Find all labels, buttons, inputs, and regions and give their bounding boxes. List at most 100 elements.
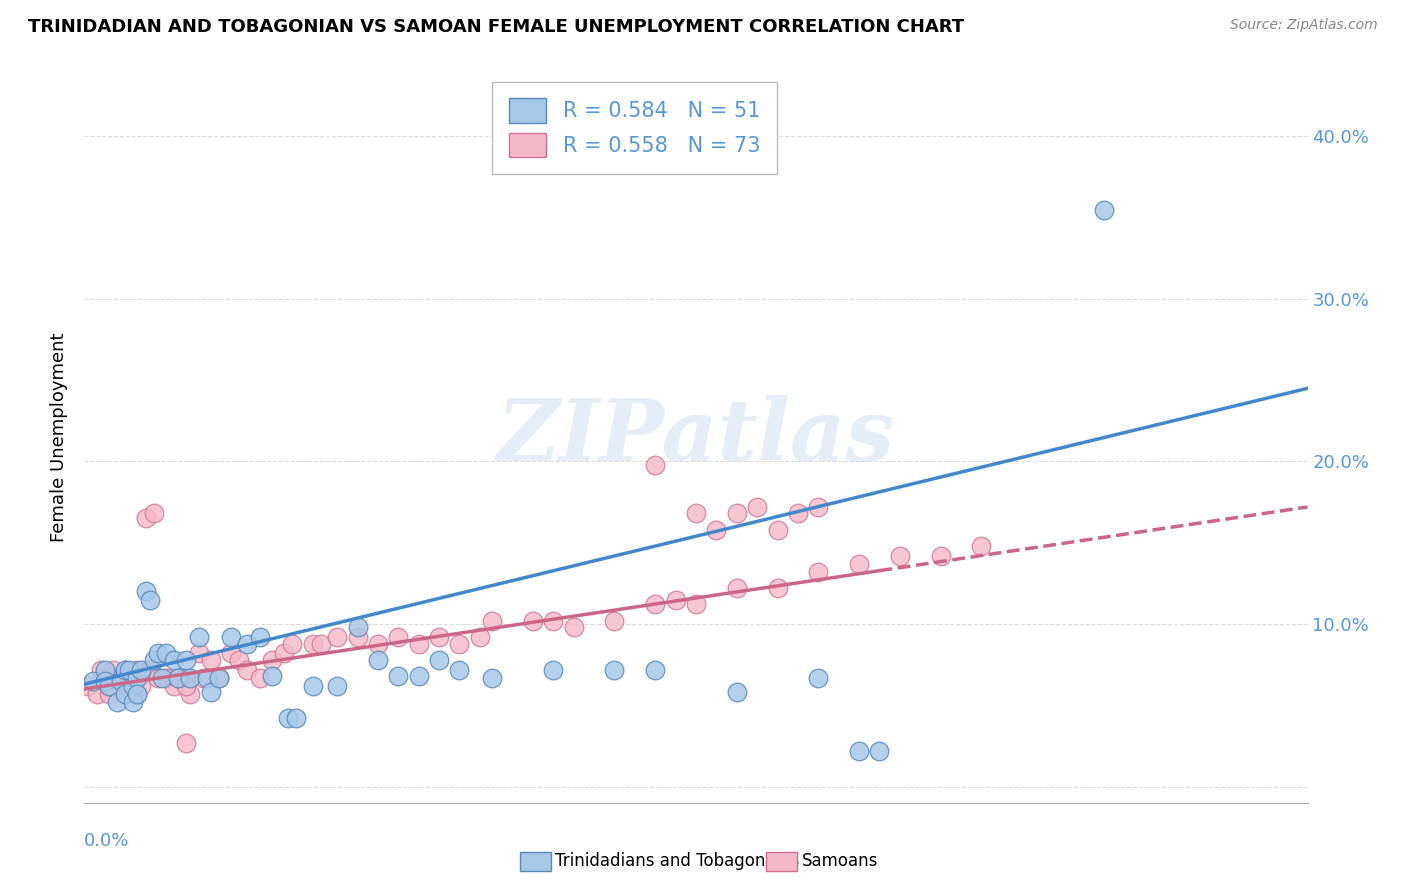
Point [142, 507, 165, 521]
Y-axis label: Female Unemployment: Female Unemployment [49, 333, 67, 541]
Point [807, 565, 830, 579]
Point [408, 669, 430, 683]
Point [174, 671, 197, 685]
Point [122, 695, 145, 709]
Text: ZIPatlas: ZIPatlas [496, 395, 896, 479]
Point [929, 549, 952, 563]
Point [110, 673, 132, 688]
Point [167, 671, 190, 685]
Point [543, 614, 565, 628]
Point [522, 614, 544, 628]
Point [326, 630, 349, 644]
Point [408, 636, 430, 650]
Point [367, 653, 389, 667]
Point [163, 679, 186, 693]
Point [644, 458, 666, 472]
Point [273, 646, 295, 660]
Point [281, 636, 304, 650]
Point [101, 663, 124, 677]
Point [970, 539, 993, 553]
Point [236, 636, 259, 650]
Point [685, 507, 707, 521]
Point [138, 592, 160, 607]
Point [889, 549, 911, 563]
Point [86, 687, 108, 701]
Point [135, 584, 157, 599]
Point [179, 687, 201, 701]
Point [167, 671, 190, 685]
Point [93, 671, 115, 685]
Point [200, 685, 222, 699]
Point [326, 679, 349, 693]
Point [82, 673, 104, 688]
Text: Source: ZipAtlas.com: Source: ZipAtlas.com [1230, 18, 1378, 32]
Point [367, 636, 389, 650]
Point [387, 630, 409, 644]
Point [110, 679, 132, 693]
Point [285, 711, 308, 725]
Point [174, 679, 197, 693]
Point [346, 620, 368, 634]
Point [644, 598, 666, 612]
Point [163, 653, 186, 667]
Point [118, 663, 141, 677]
Point [301, 636, 323, 650]
Point [468, 630, 491, 644]
Point [142, 653, 165, 667]
Point [131, 663, 153, 677]
Point [150, 671, 173, 685]
Text: Trinidadians and Tobagonians: Trinidadians and Tobagonians [555, 852, 800, 870]
Point [155, 671, 177, 685]
Point [174, 736, 197, 750]
Point [301, 679, 323, 693]
Point [114, 663, 136, 677]
Point [118, 671, 141, 685]
Point [219, 646, 242, 660]
Point [309, 636, 332, 650]
Legend: R = 0.584   N = 51, R = 0.558   N = 73: R = 0.584 N = 51, R = 0.558 N = 73 [492, 82, 778, 174]
Text: 0.0%: 0.0% [84, 832, 129, 850]
Text: TRINIDADIAN AND TOBAGONIAN VS SAMOAN FEMALE UNEMPLOYMENT CORRELATION CHART: TRINIDADIAN AND TOBAGONIAN VS SAMOAN FEM… [28, 18, 965, 36]
Point [93, 673, 115, 688]
Point [208, 671, 231, 685]
Point [427, 630, 450, 644]
Point [122, 671, 145, 685]
Point [449, 663, 471, 677]
Point [449, 636, 471, 650]
Point [387, 669, 409, 683]
Point [685, 598, 707, 612]
Point [603, 663, 626, 677]
Point [725, 507, 748, 521]
Point [105, 695, 128, 709]
Text: Samoans: Samoans [801, 852, 877, 870]
Point [174, 653, 197, 667]
Point [807, 500, 830, 514]
Point [135, 511, 157, 525]
Point [114, 687, 136, 701]
Point [208, 671, 231, 685]
Point [200, 653, 222, 667]
Point [277, 711, 299, 725]
Point [97, 687, 120, 701]
Point [260, 669, 283, 683]
Point [481, 614, 503, 628]
Point [869, 744, 891, 758]
Point [191, 671, 214, 685]
Point [1092, 202, 1115, 217]
Point [543, 663, 565, 677]
Point [481, 671, 503, 685]
Point [704, 523, 728, 537]
Point [146, 671, 169, 685]
Point [766, 581, 789, 595]
Point [219, 630, 242, 644]
Point [114, 663, 136, 677]
Point [260, 653, 283, 667]
Point [249, 671, 271, 685]
Point [725, 581, 748, 595]
Point [127, 671, 149, 685]
Point [848, 557, 870, 571]
Point [427, 653, 450, 667]
Point [114, 687, 136, 701]
Point [122, 679, 145, 693]
Point [187, 630, 209, 644]
